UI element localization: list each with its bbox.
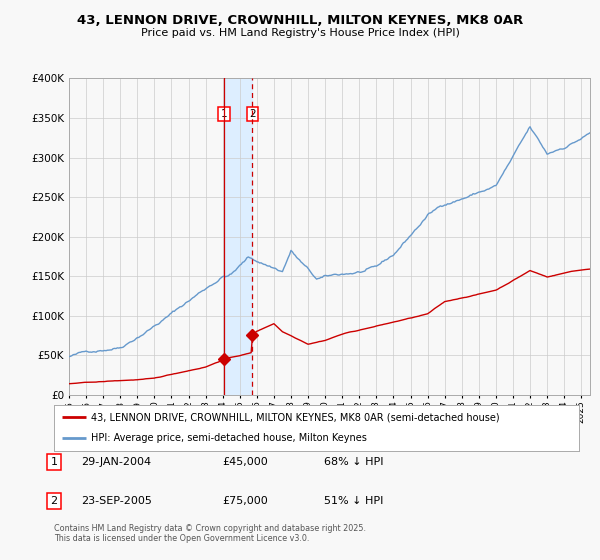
Text: 43, LENNON DRIVE, CROWNHILL, MILTON KEYNES, MK8 0AR: 43, LENNON DRIVE, CROWNHILL, MILTON KEYN… [77,14,523,27]
Bar [224,78,252,395]
Text: 2: 2 [50,496,58,506]
Text: 43, LENNON DRIVE, CROWNHILL, MILTON KEYNES, MK8 0AR (semi-detached house): 43, LENNON DRIVE, CROWNHILL, MILTON KEYN… [91,412,499,422]
Text: £45,000: £45,000 [222,457,268,467]
Text: Price paid vs. HM Land Registry's House Price Index (HPI): Price paid vs. HM Land Registry's House … [140,28,460,38]
Text: 2: 2 [249,109,256,119]
Text: 1: 1 [221,109,227,119]
Text: 1: 1 [50,457,58,467]
Text: 51% ↓ HPI: 51% ↓ HPI [324,496,383,506]
Text: 68% ↓ HPI: 68% ↓ HPI [324,457,383,467]
Text: £75,000: £75,000 [222,496,268,506]
Text: HPI: Average price, semi-detached house, Milton Keynes: HPI: Average price, semi-detached house,… [91,433,367,444]
Text: Contains HM Land Registry data © Crown copyright and database right 2025.
This d: Contains HM Land Registry data © Crown c… [54,524,366,543]
Text: 23-SEP-2005: 23-SEP-2005 [81,496,152,506]
Text: 29-JAN-2004: 29-JAN-2004 [81,457,151,467]
